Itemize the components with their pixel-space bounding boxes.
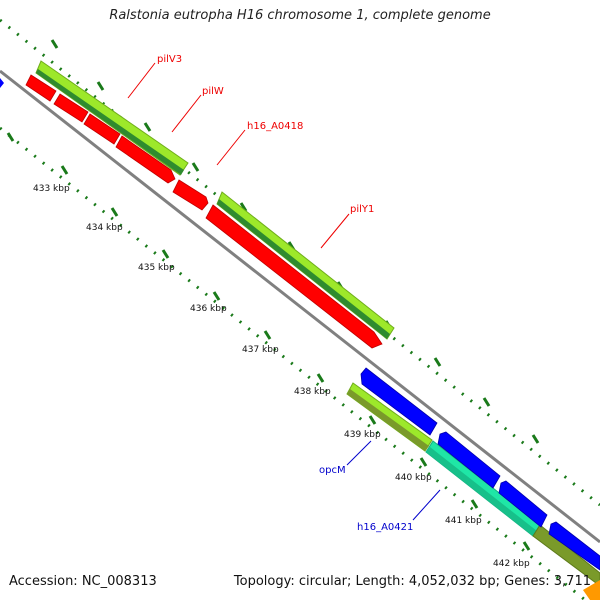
tick-label-439: 439 kbp	[344, 430, 381, 440]
reverse-genes	[360, 367, 600, 571]
forward-genes	[25, 74, 383, 349]
tick-label-438: 438 kbp	[294, 387, 331, 397]
outer-tick-marks	[50, 39, 540, 444]
tick-label-440: 440 kbp	[395, 473, 432, 483]
gene-blue-3	[498, 480, 548, 528]
backbone	[0, 69, 600, 544]
gene-red-6	[205, 204, 383, 349]
gene-label-pilW: pilW	[202, 86, 224, 97]
gene-red-4	[115, 135, 176, 184]
label-leaders-blue	[346, 440, 441, 521]
gene-orange-edge	[583, 580, 600, 600]
gene-blue-4	[548, 521, 600, 571]
inner-tick-marks	[6, 132, 531, 551]
gene-red-5	[172, 179, 209, 211]
cds-opcM	[346, 382, 433, 452]
gene-blue-2	[437, 431, 501, 489]
cds-pilY1	[216, 191, 395, 340]
tick-label-441: 441 kbp	[445, 516, 482, 526]
label-leaders	[127, 62, 350, 249]
gene-label-pilY1: pilY1	[350, 204, 374, 215]
tick-label-435: 435 kbp	[138, 263, 175, 273]
gene-fragment-left	[0, 78, 4, 88]
gene-blue-1	[360, 367, 438, 436]
gene-label-h16_A0418: h16_A0418	[247, 121, 303, 132]
inner-dotted-track	[0, 126, 588, 600]
tick-label-436: 436 kbp	[190, 304, 227, 314]
gene-label-h16_A0421: h16_A0421	[357, 522, 413, 533]
gene-label-pilV3: pilV3	[157, 54, 182, 65]
gene-label-opcM: opcM	[319, 465, 346, 476]
tick-label-437: 437 kbp	[242, 345, 279, 355]
tick-label-442: 442 kbp	[493, 559, 530, 569]
accession-text: Accession: NC_008313	[9, 574, 157, 589]
gene-red-1	[25, 74, 57, 102]
tick-label-433: 433 kbp	[33, 184, 70, 194]
map-title: Ralstonia eutropha H16 chromosome 1, com…	[109, 8, 491, 23]
genome-summary-text: Topology: circular; Length: 4,052,032 bp…	[233, 574, 591, 589]
cds-olive-tail	[532, 524, 600, 587]
gene-red-3	[83, 113, 121, 145]
cds-h16_A0421	[425, 440, 541, 537]
tick-label-434: 434 kbp	[86, 223, 123, 233]
gene-red-2	[53, 93, 89, 123]
cds-pilV3-pilW	[35, 60, 189, 176]
